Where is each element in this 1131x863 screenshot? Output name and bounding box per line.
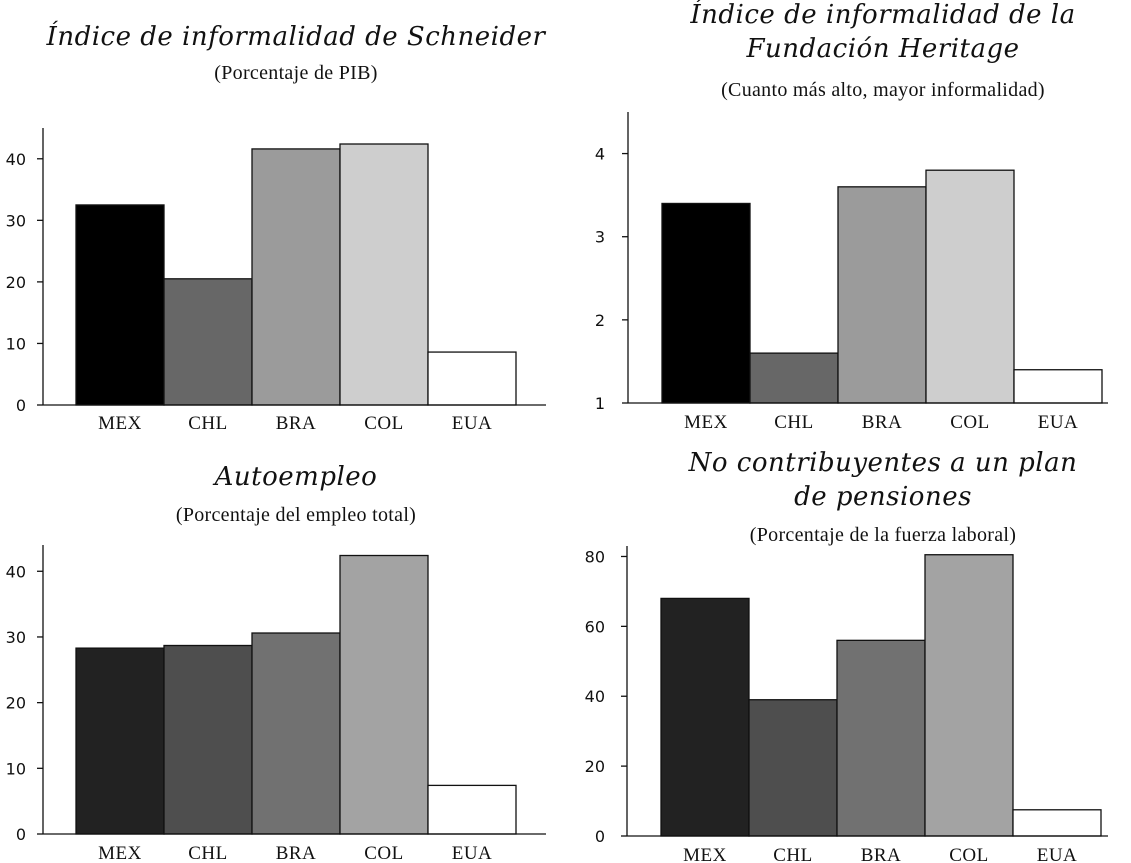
chart-3-bar-col bbox=[339, 554, 429, 835]
chart-4-category-label: CHL bbox=[773, 845, 813, 863]
chart-4-category-label: COL bbox=[949, 845, 989, 863]
chart-2-title-line-2: Fundación Heritage bbox=[746, 34, 1020, 64]
chart-2-title-line-1: Índice de informalidad de la bbox=[689, 0, 1075, 30]
chart-3-bar-mex bbox=[75, 647, 165, 835]
chart-1-y-tick-label: 40 bbox=[6, 150, 26, 169]
chart-2-bar-col bbox=[925, 169, 1015, 404]
chart-2-category-label: MEX bbox=[684, 412, 728, 433]
chart-2-bar-mex bbox=[661, 202, 751, 404]
chart-1-category-label: COL bbox=[364, 413, 404, 434]
chart-2-y-tick-label: 3 bbox=[595, 228, 605, 247]
chart-4-category-label: EUA bbox=[1037, 845, 1078, 863]
chart-1-subtitle: (Porcentaje de PIB) bbox=[214, 62, 377, 84]
chart-1-y-tick-label: 0 bbox=[16, 396, 26, 415]
chart-3-y-tick-label: 30 bbox=[6, 628, 26, 647]
chart-2-y-tick-label: 4 bbox=[595, 145, 605, 164]
chart-3-y-tick-label: 0 bbox=[16, 825, 26, 844]
chart-3-bar-eua bbox=[427, 784, 517, 835]
chart-3-bar-chl bbox=[163, 644, 253, 835]
chart-1-bar-col bbox=[339, 143, 429, 406]
chart-2-category-label: EUA bbox=[1038, 412, 1079, 433]
chart-2-category-label: CHL bbox=[774, 412, 814, 433]
chart-2-bar-eua bbox=[1013, 369, 1103, 404]
chart-3-y-tick-label: 10 bbox=[6, 759, 26, 778]
chart-4-bar-mex bbox=[660, 597, 750, 837]
chart-3-y-tick-label: 40 bbox=[6, 562, 26, 581]
chart-1-bar-mex bbox=[75, 204, 165, 406]
chart-4-category-label: BRA bbox=[861, 845, 902, 863]
chart-2-category-label: COL bbox=[950, 412, 990, 433]
chart-3-category-label: EUA bbox=[452, 843, 493, 863]
chart-2-bar-chl bbox=[749, 352, 839, 404]
chart-4-title-line-1: No contribuyentes a un plan bbox=[688, 448, 1078, 478]
chart-4-bar-bra bbox=[836, 639, 926, 837]
chart-2-y-tick-label: 1 bbox=[595, 394, 605, 413]
chart-4-bar-col bbox=[924, 554, 1014, 837]
chart-3-title-line-1: Autoempleo bbox=[213, 462, 378, 492]
chart-3-bar-bra bbox=[251, 632, 341, 835]
chart-4-category-label: MEX bbox=[683, 845, 727, 863]
chart-3-category-label: COL bbox=[364, 843, 404, 863]
chart-4-y-tick-label: 40 bbox=[585, 687, 605, 706]
chart-1-y-tick-label: 20 bbox=[6, 273, 26, 292]
chart-4-subtitle: (Porcentaje de la fuerza laboral) bbox=[750, 524, 1016, 546]
chart-1-y-tick-label: 10 bbox=[6, 334, 26, 353]
chart-2-category-label: BRA bbox=[862, 412, 903, 433]
chart-4-y-tick-label: 0 bbox=[595, 827, 605, 846]
chart-4-y-tick-label: 80 bbox=[585, 547, 605, 566]
chart-4-title-line-2: de pensiones bbox=[794, 482, 972, 512]
chart-1-y-tick-label: 30 bbox=[6, 211, 26, 230]
chart-3-category-label: BRA bbox=[276, 843, 317, 863]
chart-1-title-line-1: Índice de informalidad de Schneider bbox=[46, 20, 547, 52]
chart-2-bar-bra bbox=[837, 186, 927, 404]
chart-4-y-tick-label: 20 bbox=[585, 757, 605, 776]
chart-3-subtitle: (Porcentaje del empleo total) bbox=[176, 504, 416, 526]
chart-3-category-label: MEX bbox=[98, 843, 142, 863]
chart-1-category-label: BRA bbox=[276, 413, 317, 434]
chart-1-bar-eua bbox=[427, 351, 517, 406]
chart-1-bar-chl bbox=[163, 278, 253, 406]
chart-4-y-tick-label: 60 bbox=[585, 617, 605, 636]
chart-4-bar-chl bbox=[748, 699, 838, 837]
chart-2-y-tick-label: 2 bbox=[595, 311, 605, 330]
chart-2-subtitle: (Cuanto más alto, mayor informalidad) bbox=[721, 79, 1045, 101]
chart-3-category-label: CHL bbox=[188, 843, 228, 863]
chart-4-bar-eua bbox=[1012, 809, 1102, 837]
chart-1-category-label: EUA bbox=[452, 413, 493, 434]
chart-1-bar-bra bbox=[251, 148, 341, 406]
chart-1-category-label: MEX bbox=[98, 413, 142, 434]
chart-3-y-tick-label: 20 bbox=[6, 694, 26, 713]
chart-1-category-label: CHL bbox=[188, 413, 228, 434]
